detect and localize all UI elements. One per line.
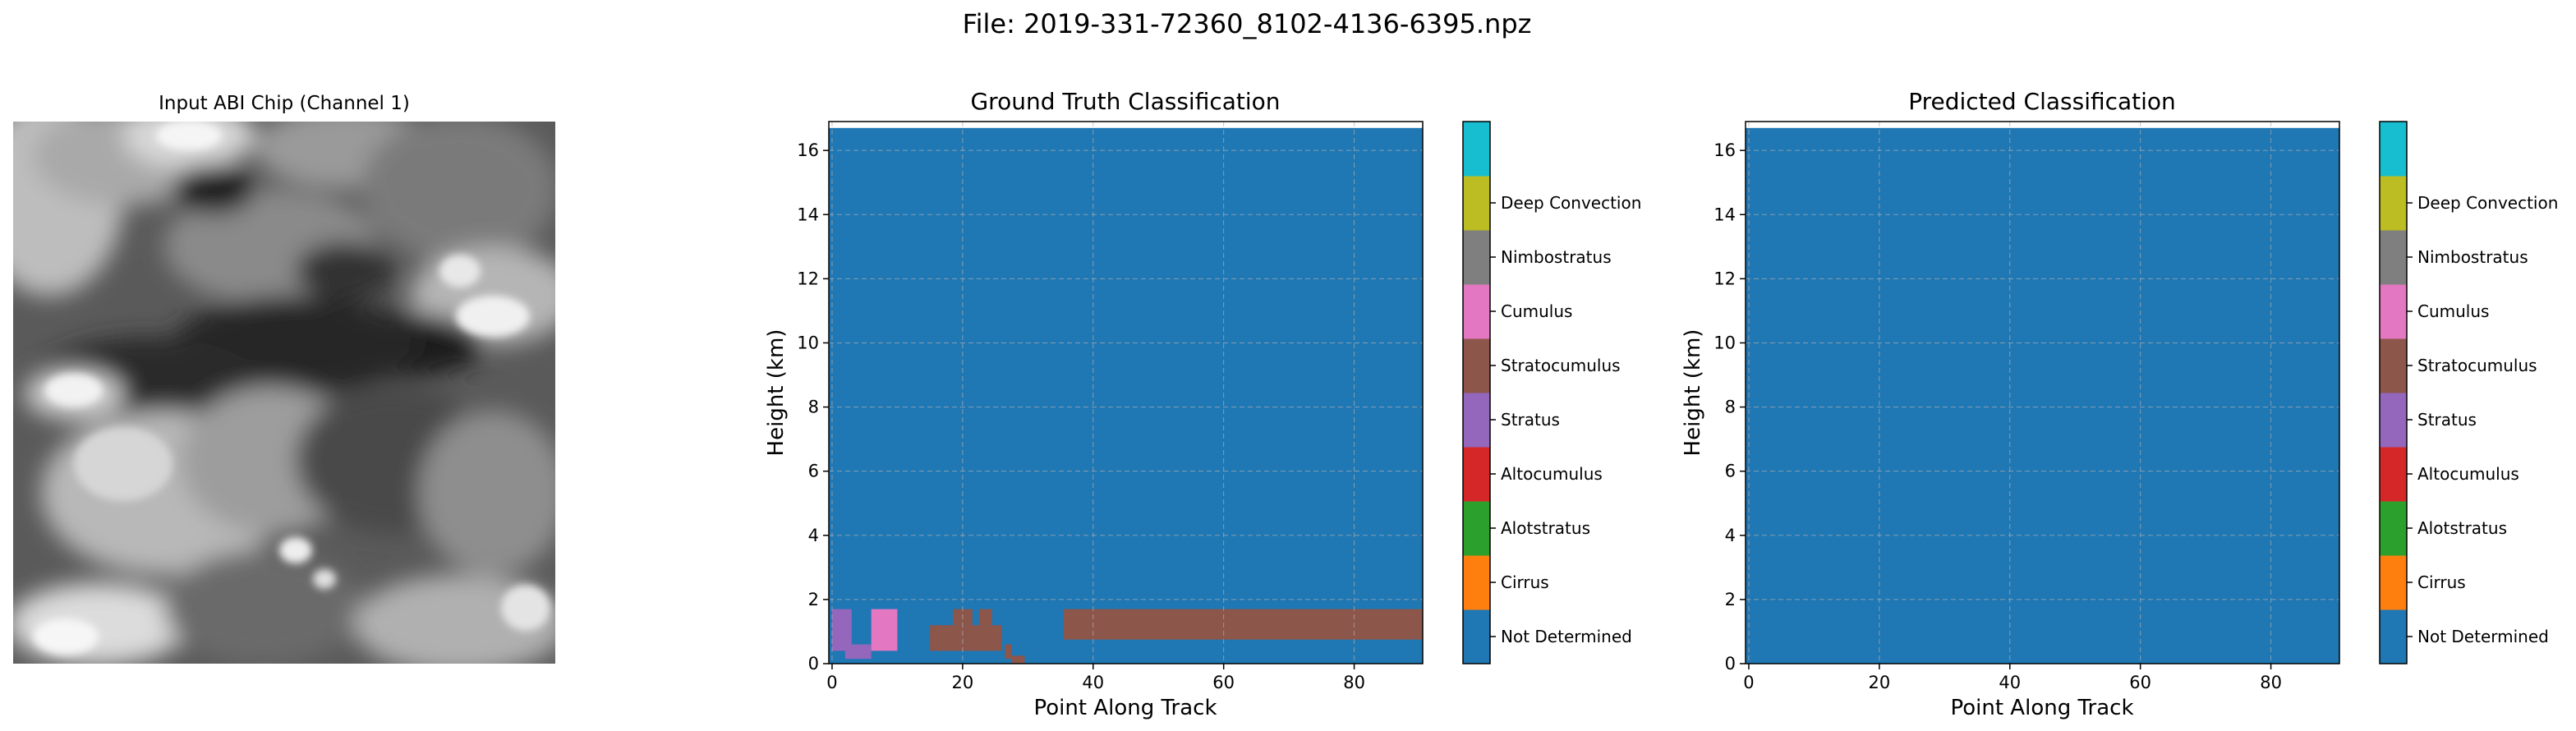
y-tick-label: 16 [1714,140,1736,160]
y-tick-label: 0 [808,654,819,674]
class-background [1746,127,2339,664]
pred-colorbar: Not Determined Cirrus Alotstratus Altocumul… [2379,121,2558,664]
colorbar-segment [1463,447,1490,502]
gt-y-ticks: 0 2 4 6 8 10 12 14 16 [797,140,829,674]
colorbar-segment [2380,284,2407,339]
pred-xlabel: Point Along Track [1950,696,2133,720]
colorbar-segment [2380,230,2407,285]
x-tick-label: 0 [826,673,837,692]
colorbar-label: Stratus [1501,410,1560,430]
colorbar-segment [2380,176,2407,231]
gt-colorbar: Not Determined Cirrus Alotstratus Altocumul… [1462,121,1641,664]
x-tick-label: 20 [1869,673,1891,692]
class-background [829,127,1423,664]
y-tick-label: 8 [1725,398,1736,417]
colorbar-segment [2380,122,2407,177]
colorbar-segment [1463,122,1490,177]
input-chip-image [13,122,555,664]
colorbar-segment [1463,338,1490,393]
gt-axes-frame [828,121,1424,664]
gt-x-ticks: 0 20 40 60 80 [826,664,1365,692]
y-tick-label: 2 [808,590,819,609]
pred-y-ticks: 0 2 4 6 8 10 12 14 16 [1714,140,1746,674]
y-tick-label: 8 [808,398,819,417]
colorbar-label: Stratus [2417,410,2477,430]
colorbar-segment [1463,230,1490,285]
colorbar-segment [1463,555,1490,610]
y-tick-label: 12 [1714,269,1736,288]
colorbar-label: Altocumulus [2417,464,2519,484]
colorbar-label: Alotstratus [1501,518,1590,538]
colorbar-segment [1463,393,1490,448]
class-cell-stratocumulus [1011,655,1025,664]
x-tick-label: 0 [1743,673,1754,692]
y-tick-label: 14 [1714,205,1736,224]
class-cell-stratus [844,644,872,660]
colorbar-segment [2380,555,2407,610]
y-tick-label: 6 [808,462,819,481]
colorbar-label: Not Determined [1501,627,1632,646]
figure-title: File: 2019-331-72360_8102-4136-6395.npz [963,8,1532,39]
y-tick-label: 16 [797,140,819,160]
x-tick-label: 60 [1212,673,1235,692]
colorbar-label: Cumulus [2417,301,2489,321]
y-tick-label: 10 [797,333,819,352]
pred-title: Predicted Classification [1908,88,2176,115]
colorbar-segment [1463,176,1490,231]
colorbar-frame [1462,121,1491,664]
class-cell-stratocumulus [1064,609,1423,640]
pred-ylabel: Height (km) [1681,329,1705,457]
y-tick-label: 6 [1725,462,1736,481]
x-tick-label: 40 [1082,673,1104,692]
x-tick-label: 20 [952,673,974,692]
gt-ylabel: Height (km) [764,329,789,457]
colorbar-label: Cirrus [1501,572,1549,592]
x-tick-label: 40 [1999,673,2021,692]
y-tick-label: 14 [797,205,819,224]
colorbar-label: Nimbostratus [1501,247,1612,267]
gt-title: Ground Truth Classification [970,88,1280,115]
colorbar-segment [1463,284,1490,339]
colorbar-label: Deep Convection [2417,193,2558,213]
y-tick-label: 0 [1725,654,1736,674]
x-tick-label: 80 [1343,673,1365,692]
gt-plot-area [829,122,1423,664]
y-tick-label: 4 [808,526,819,545]
input-chip-title: Input ABI Chip (Channel 1) [159,93,410,114]
pred-axes-frame [1745,121,2340,664]
colorbar-segment [2380,338,2407,393]
pred-plot-area [1746,122,2339,664]
colorbar-label: Altocumulus [1501,464,1603,484]
colorbar-segment [2380,447,2407,502]
class-cell-stratocumulus [978,609,992,626]
class-cell-stratus [831,609,852,651]
gt-xlabel: Point Along Track [1033,696,1217,720]
class-cell-stratocumulus [930,625,1002,651]
y-tick-label: 10 [1714,333,1736,352]
pred-x-ticks: 0 20 40 60 80 [1743,664,2282,692]
colorbar-segment [2380,501,2407,556]
x-tick-label: 80 [2260,673,2282,692]
colorbar-label: Cumulus [1501,301,1572,321]
colorbar-segment [1463,501,1490,556]
colorbar-frame [2379,121,2408,664]
colorbar-label: Nimbostratus [2417,247,2528,267]
colorbar-label: Stratocumulus [2417,356,2537,375]
colorbar-segment [2380,393,2407,448]
y-tick-label: 4 [1725,526,1736,545]
class-cell-cumulus [871,609,898,651]
colorbar-segment [2380,609,2407,664]
colorbar-label: Cirrus [2417,572,2466,592]
class-cell-stratocumulus [1005,644,1012,660]
y-tick-label: 2 [1725,590,1736,609]
colorbar-label: Deep Convection [1501,193,1641,213]
colorbar-label: Not Determined [2417,627,2549,646]
colorbar-segment [1463,609,1490,664]
colorbar-label: Stratocumulus [1501,356,1621,375]
y-tick-label: 12 [797,269,819,288]
x-tick-label: 60 [2129,673,2151,692]
colorbar-label: Alotstratus [2417,518,2507,538]
